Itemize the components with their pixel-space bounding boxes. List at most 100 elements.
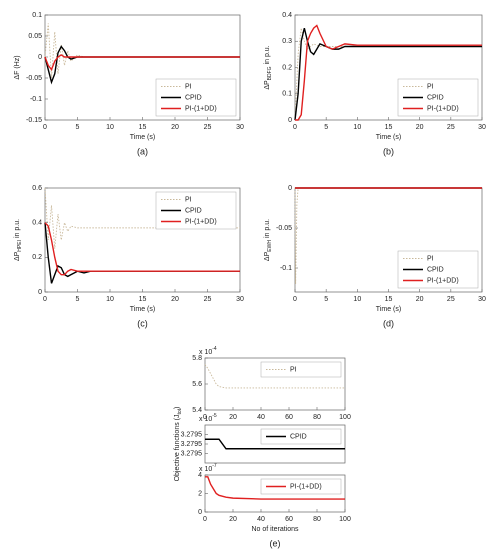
x-axis-label: Time (s) [130, 134, 155, 141]
y-axis-label: ΔPEWH in p.u. [264, 219, 273, 261]
x-tick-label: 80 [313, 414, 321, 421]
x-tick-label: 40 [257, 414, 265, 421]
y-tick-label: 0.05 [28, 33, 42, 40]
y-axis-label-part: in p.u. [14, 219, 21, 238]
legend-label: CPID [427, 94, 444, 101]
series-line [44, 222, 240, 284]
x-tick-label: 60 [285, 414, 293, 421]
panel-caption: (e) [270, 538, 281, 548]
axis-multiplier: x 10-4 [199, 346, 217, 356]
y-axis-label-part: ΔP [264, 80, 271, 90]
axis-multiplier: x 10-5 [199, 413, 217, 423]
axis-multiplier: x 10-7 [199, 463, 217, 473]
legend-box [260, 361, 342, 378]
legend-label: CPID [290, 433, 307, 440]
legend-label: CPID [185, 94, 202, 101]
legend-label: PI-(1+DD) [427, 105, 459, 112]
y-tick-label: 3.2795 [181, 441, 203, 448]
y-axis-label: ΔPBDFG in p.u. [264, 45, 273, 89]
x-tick-label: 100 [339, 516, 351, 523]
y-tick-label: 3.2795 [181, 450, 203, 457]
x-tick-label: 40 [257, 516, 265, 523]
y-tick-label: 0.4 [282, 12, 292, 19]
y-axis-label-part: in p.u. [264, 219, 271, 238]
y-axis-label-part: ) [174, 407, 181, 409]
x-tick-label: 30 [236, 124, 244, 131]
legend-label: PI-(1+DD) [290, 483, 322, 490]
x-tick-label: 10 [353, 124, 361, 131]
x-tick-label: 30 [236, 296, 244, 303]
y-axis-label-part: EWH [267, 240, 273, 252]
y-axis-label-part: Objective functions (J [174, 414, 181, 481]
y-tick-label: 0 [288, 185, 292, 192]
y-tick-label: 0 [288, 117, 292, 124]
legend-label: CPID [185, 207, 202, 214]
y-tick-label: 0.6 [32, 185, 42, 192]
y-axis-label-part: in p.u. [264, 45, 271, 64]
y-tick-label: 4 [198, 472, 202, 479]
x-tick-label: 30 [478, 124, 486, 131]
series-line [294, 27, 482, 121]
x-tick-label: 60 [285, 516, 293, 523]
multiplier-exponent: -5 [212, 413, 217, 419]
y-tick-label: -0.15 [26, 117, 42, 124]
x-tick-label: 100 [339, 414, 351, 421]
y-tick-label: -0.05 [276, 225, 292, 232]
panel-caption: (b) [383, 146, 394, 156]
x-axis-label: No of iterations [251, 526, 299, 533]
y-tick-label: -0.1 [30, 96, 42, 103]
multiplier-base: x 10 [199, 466, 212, 473]
x-tick-label: 25 [204, 296, 212, 303]
series-line [44, 222, 240, 276]
legend-label: PI [185, 83, 192, 90]
legend-label: PI [427, 83, 434, 90]
series-line [205, 476, 345, 500]
panel-caption: (c) [137, 318, 148, 328]
legend-label: PI [427, 255, 434, 262]
multiplier-exponent: -7 [212, 463, 217, 469]
y-tick-label: 3.2795 [181, 431, 203, 438]
multiplier-base: x 10 [199, 416, 212, 423]
x-tick-label: 10 [353, 296, 361, 303]
y-tick-label: 0.4 [32, 220, 42, 227]
series-line [205, 438, 345, 450]
y-tick-label: 5.6 [192, 381, 202, 388]
x-tick-label: 15 [385, 124, 393, 131]
series-line [295, 24, 482, 121]
y-axis-label-part: ΔP [14, 251, 21, 261]
y-tick-label: 0 [198, 509, 202, 516]
y-tick-label: 2 [198, 490, 202, 497]
x-tick-label: 15 [385, 296, 393, 303]
x-tick-label: 5 [76, 296, 80, 303]
y-axis-label-part: HPEI [17, 240, 23, 252]
x-tick-label: 0 [43, 296, 47, 303]
x-tick-label: 80 [313, 516, 321, 523]
x-tick-label: 5 [324, 296, 328, 303]
y-tick-label: 0.1 [282, 91, 292, 98]
legend-label: PI-(1+DD) [185, 218, 217, 225]
y-axis-label: Objective functions (Jtot) [174, 407, 183, 482]
y-tick-label: 0.3 [282, 38, 292, 45]
series-line [44, 187, 240, 249]
x-tick-label: 25 [447, 124, 455, 131]
y-tick-label: 5.4 [192, 407, 202, 414]
x-tick-label: 20 [416, 296, 424, 303]
legend-label: PI [185, 196, 192, 203]
panel-caption: (d) [383, 318, 394, 328]
multiplier-exponent: -4 [212, 346, 217, 352]
x-tick-label: 10 [106, 296, 114, 303]
y-tick-label: 0 [38, 54, 42, 61]
y-tick-label: 0 [38, 289, 42, 296]
y-tick-label: -0.1 [280, 265, 292, 272]
x-tick-label: 0 [293, 124, 297, 131]
x-tick-label: 20 [229, 516, 237, 523]
x-tick-label: 5 [324, 124, 328, 131]
legend-label: CPID [427, 266, 444, 273]
y-tick-label: 5.8 [192, 355, 202, 362]
series-line [44, 23, 240, 79]
y-tick-label: -0.05 [26, 75, 42, 82]
panel-caption: (a) [137, 146, 148, 156]
x-tick-label: 15 [139, 296, 147, 303]
x-axis-label: Time (s) [130, 306, 155, 313]
